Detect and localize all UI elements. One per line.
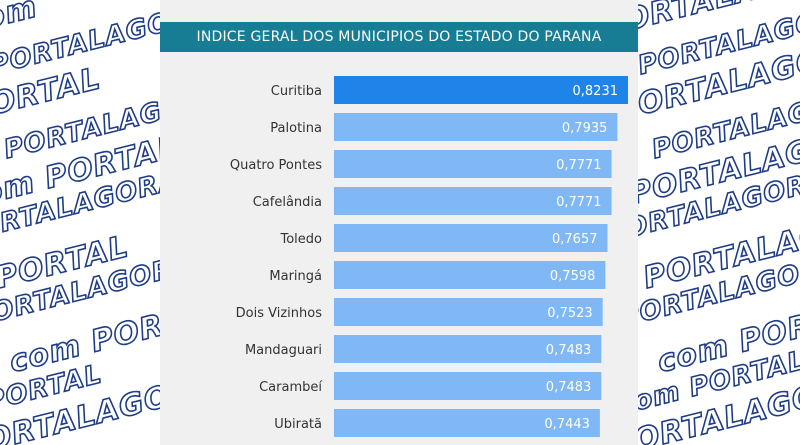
- value-label: 0,7771: [556, 195, 602, 210]
- bar-4: [334, 224, 608, 252]
- bar-5: [334, 261, 606, 289]
- bar-7: [334, 335, 602, 363]
- watermark-text: .com: [0, 0, 42, 45]
- category-label: Mandaguari: [245, 343, 322, 358]
- value-label: 0,7598: [550, 269, 596, 284]
- category-label: Toledo: [279, 232, 322, 247]
- watermark-left: .com PORTALAGORA.com PORTAL PORTALAGORA.com…: [0, 0, 160, 445]
- bar-2: [334, 150, 612, 178]
- value-label: 0,7483: [546, 380, 592, 395]
- value-label: 0,7771: [556, 158, 602, 173]
- bar-9: [334, 409, 600, 437]
- value-label: 0,8231: [573, 84, 619, 99]
- category-label: Cafelândia: [253, 195, 322, 210]
- value-label: 0,7657: [552, 232, 598, 247]
- value-label: 0,7935: [562, 121, 608, 136]
- category-label: Palotina: [270, 121, 322, 136]
- category-label: Ubiratã: [274, 417, 322, 432]
- bar-1: [334, 113, 618, 141]
- category-label: Maringá: [269, 269, 322, 284]
- bar-8: [334, 372, 602, 400]
- bar-0: [334, 76, 628, 104]
- value-label: 0,7483: [546, 343, 592, 358]
- value-label: 0,7443: [544, 417, 590, 432]
- bar-6: [334, 298, 603, 326]
- category-label: Dois Vizinhos: [236, 306, 323, 321]
- bar-chart: Curitiba 0,8231 Palotina 0,7935 Quatro Ponte…: [230, 76, 628, 437]
- chart-title: INDICE GERAL DOS MUNICIPIOS DO ESTADO DO…: [160, 22, 638, 52]
- value-label: 0,7523: [547, 306, 593, 321]
- watermark-right: PORTALAGORA.comPORTALAGORPORTALAGORA.com…: [638, 0, 800, 445]
- category-label: Carambeí: [259, 380, 322, 395]
- category-label: Quatro Pontes: [230, 158, 322, 173]
- category-label: Curitiba: [271, 84, 322, 99]
- bar-3: [334, 187, 612, 215]
- chart-panel: INDICE GERAL DOS MUNICIPIOS DO ESTADO DO…: [160, 0, 638, 445]
